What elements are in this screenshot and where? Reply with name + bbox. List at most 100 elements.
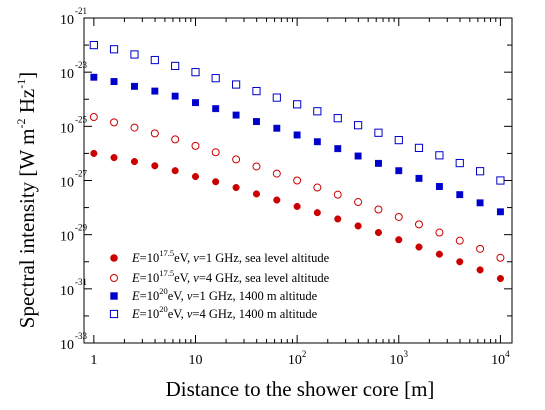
data-point (374, 128, 383, 137)
legend-unit: eV, (174, 271, 193, 285)
y-axis-label-sup1: -2 (14, 119, 28, 129)
x-tick-label-base: 10 (491, 353, 505, 368)
data-point (354, 152, 362, 160)
x-axis-label: Distance to the shower core [m] (166, 377, 435, 401)
y-tick-label-base: 10 (60, 176, 74, 191)
data-point (455, 158, 464, 168)
data-point (130, 123, 139, 132)
data-point (414, 143, 424, 152)
data-point (313, 209, 321, 217)
data-point (89, 40, 98, 50)
y-tick-label-base: 10 (60, 67, 74, 82)
series-2 (89, 113, 505, 262)
data-point (211, 74, 220, 83)
data-point (171, 167, 179, 175)
series-4 (89, 40, 505, 185)
data-point (476, 266, 484, 274)
data-point (252, 190, 261, 198)
x-tick-label-base: 10 (288, 353, 302, 368)
x-tick-label: 103 (390, 349, 409, 368)
data-point (374, 205, 383, 214)
data-point (456, 258, 464, 266)
data-point (476, 199, 484, 207)
data-point (110, 154, 118, 162)
legend-eq: =10 (140, 289, 160, 303)
data-point (232, 80, 241, 89)
data-point (313, 183, 322, 192)
data-point (293, 131, 301, 139)
data-point (293, 202, 301, 211)
legend-eq: =10 (140, 271, 160, 285)
data-point (435, 151, 444, 160)
y-axis-label-sup2: -1 (14, 79, 28, 89)
legend-marker (110, 254, 118, 262)
data-point (232, 183, 240, 192)
legend-label: E=1020eV, ν=4 GHz, 1400 m altitude (131, 304, 318, 321)
data-point (435, 183, 443, 190)
data-point (191, 68, 200, 77)
y-tick-label-exp: -25 (75, 114, 87, 124)
data-point (191, 172, 200, 181)
legend-marker (110, 292, 118, 300)
legend-nu: ν (187, 307, 193, 321)
y-axis-label: Spectral intensity [W m-2 Hz-1] (14, 72, 39, 328)
legend-sup: 20 (159, 304, 168, 314)
y-tick-label-exp: -29 (75, 223, 87, 233)
data-point (354, 121, 363, 130)
data-point (415, 174, 423, 182)
y-tick-label-exp: -27 (75, 169, 87, 179)
legend-rest: =4 GHz, sea level altitude (199, 271, 330, 285)
x-tick-label: 102 (288, 349, 307, 368)
data-point (171, 61, 180, 71)
x-tick-label: 104 (491, 349, 510, 368)
data-point (395, 236, 403, 244)
data-point (375, 159, 382, 167)
data-point (476, 244, 485, 253)
data-point (130, 158, 139, 166)
legend-e: E (131, 289, 140, 303)
legend-rest: =1 GHz, 1400 m altitude (192, 289, 317, 303)
data-point (171, 135, 180, 144)
data-point (89, 113, 98, 122)
data-point (334, 215, 342, 223)
data-point (191, 141, 200, 150)
data-point (109, 45, 119, 54)
y-tick-label-exp: -21 (75, 6, 87, 16)
data-point (394, 136, 403, 145)
x-tick-label-base: 1 (90, 353, 97, 368)
y-axis-label-close: ] (15, 72, 39, 79)
data-point (151, 162, 159, 170)
data-point (272, 169, 281, 178)
data-point (435, 250, 443, 258)
data-point (293, 176, 302, 185)
data-point (456, 191, 464, 199)
data-point (455, 236, 464, 245)
x-tick-label-exp: 3 (404, 349, 409, 359)
data-point (475, 167, 485, 176)
data-marks (89, 40, 505, 283)
data-point (150, 129, 159, 138)
data-point (313, 107, 322, 116)
legend-e: E (131, 251, 140, 265)
data-point (212, 105, 220, 113)
data-point (273, 196, 281, 204)
series-3 (90, 73, 504, 216)
legend-sup: 17.5 (159, 248, 174, 258)
y-axis-label-text: Spectral intensity [W m (15, 129, 39, 329)
y-tick-label-base: 10 (60, 121, 74, 136)
series-1 (90, 149, 504, 283)
legend-rest: =1 GHz, sea level altitude (199, 251, 330, 265)
legend-label: E=1017.5eV, ν=4 GHz, sea level altitude (131, 268, 330, 285)
legend-sup: 20 (159, 286, 168, 296)
data-point (90, 73, 98, 81)
data-point (496, 176, 505, 185)
x-tick-label-exp: 2 (302, 349, 307, 359)
legend-unit: eV, (168, 289, 187, 303)
y-tick-label-exp: -31 (75, 277, 87, 287)
data-point (415, 243, 423, 251)
legend-unit: eV, (174, 251, 193, 265)
legend-label: E=1020eV, ν=1 GHz, 1400 m altitude (131, 286, 318, 303)
data-point (354, 222, 362, 230)
data-point (374, 228, 383, 237)
data-point (252, 86, 261, 96)
